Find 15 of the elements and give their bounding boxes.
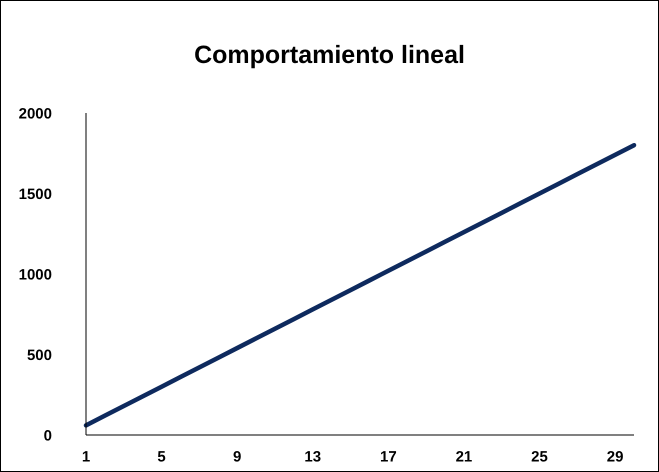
x-tick-label: 9 (233, 448, 242, 466)
chart-title: Comportamiento lineal (193, 41, 466, 70)
x-tick-label: 5 (157, 448, 166, 466)
x-tick-label: 21 (456, 448, 472, 466)
y-tick-label: 0 (44, 427, 52, 444)
x-tick-label: 13 (304, 448, 322, 466)
x-tick-label: 1 (82, 448, 90, 466)
line-series (84, 142, 636, 428)
x-tick-label: 29 (606, 448, 624, 466)
y-tick-label: 1500 (18, 186, 52, 203)
y-tick-label: 1000 (18, 266, 52, 284)
x-tick-label: 17 (380, 448, 397, 466)
y-tick-label: 500 (26, 346, 52, 364)
y-tick-label: 2000 (18, 105, 52, 122)
x-tick-label: 25 (531, 448, 548, 466)
